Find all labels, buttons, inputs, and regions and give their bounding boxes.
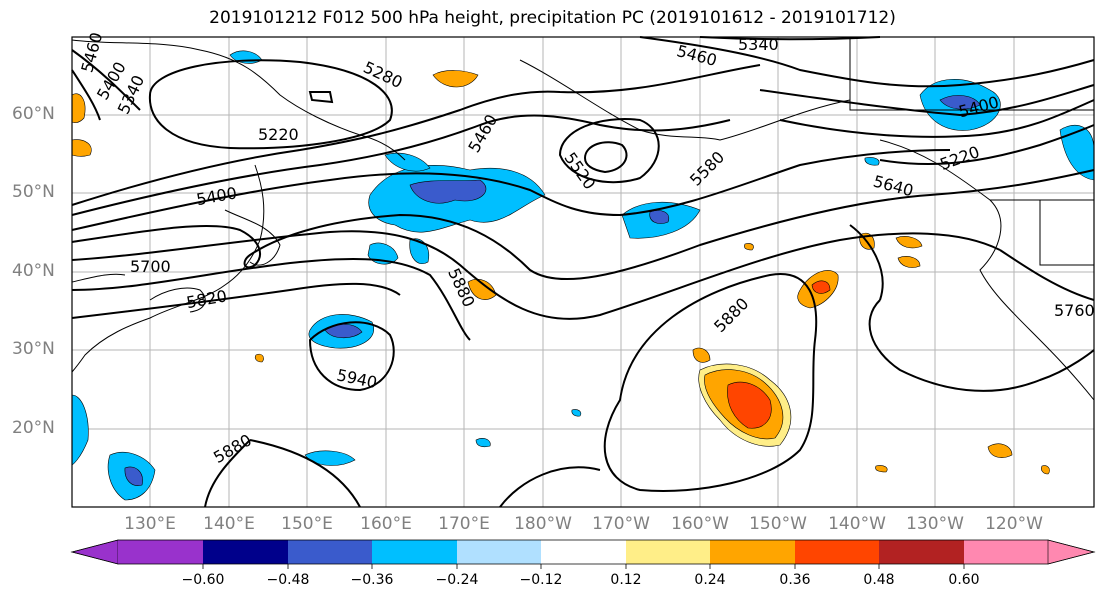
colorbar-tick-label: −0.12 [519,572,563,588]
colorbar-tick-label: −0.60 [181,572,225,588]
lat-label-30n: 30°N [12,339,55,359]
height-contours [71,36,1095,508]
colorbar-tick-label: 0.36 [779,572,811,588]
colorbar-tick-label: −0.36 [350,572,394,588]
lon-label-180w: 180°W [514,514,572,534]
lat-label-50n: 50°N [12,182,55,202]
lon-label-160w: 160°W [671,514,729,534]
colorbar-tick-label: 0.48 [863,572,895,588]
contour-label: 5760 [1054,301,1095,320]
lat-label-60n: 60°N [12,104,55,124]
lon-label-140e: 140°E [203,514,255,534]
lon-label-170e: 170°E [438,514,490,534]
contour-label: 5220 [258,125,299,144]
colorbar-tick-label: 0.24 [694,572,726,588]
lon-label-130e: 130°E [124,514,176,534]
contour-label: 5700 [130,257,171,276]
lat-label-20n: 20°N [12,418,55,438]
lon-label-160e: 160°E [360,514,412,534]
colorbar-tick-label: 0.12 [610,572,642,588]
lon-label-150w: 150°W [749,514,807,534]
positive-precip-anomalies [71,70,1050,475]
map-frame [71,36,1095,508]
lat-label-40n: 40°N [12,261,55,281]
lon-label-140w: 140°W [828,514,886,534]
colorbar-tick-label: −0.24 [435,572,479,588]
colorbar-tick-label: 0.60 [948,572,980,588]
lon-label-130w: 130°W [906,514,964,534]
colorbar-tick-label: −0.48 [266,572,310,588]
lon-label-120w: 120°W [985,514,1043,534]
colorbar [70,539,1096,569]
lon-label-150e: 150°E [281,514,333,534]
contour-label: 5340 [738,35,779,54]
map-title: 2019101212 F012 500 hPa height, precipit… [209,8,896,28]
lon-label-170w: 170°W [592,514,650,534]
